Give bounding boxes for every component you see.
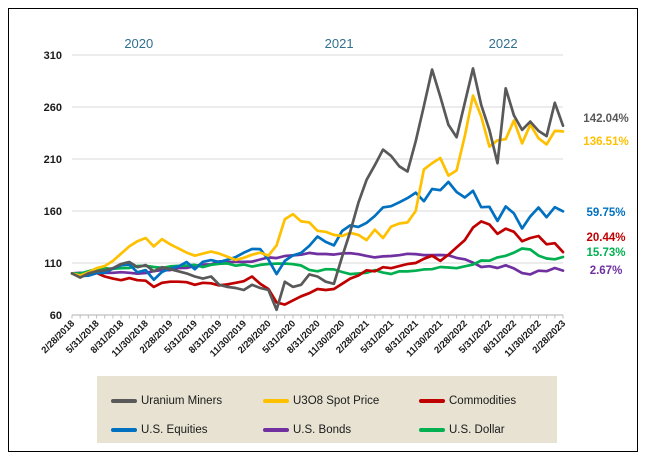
legend-item-u-s-bonds: U.S. Bonds [263,415,419,444]
legend-label: Commodities [449,394,517,407]
legend-label: U3O8 Spot Price [293,394,380,407]
legend-label: U.S. Dollar [449,423,505,436]
year-label: 2020 [124,36,153,51]
end-label-20-44: 20.44% [586,232,625,244]
y-tick-label: 260 [44,102,62,114]
end-value-labels: 142.04% 136.51% 59.75% 20.44% 15.73% 2.67% [583,113,628,277]
series-line-uranium-miners [70,67,565,312]
legend-item-commodities: Commodities [419,386,559,415]
y-axis-labels: 310 260 210 160 110 60 [44,50,62,322]
chart-legend: Uranium Miners U3O8 Spot Price Commodities… [97,376,557,443]
legend-item-uranium-miners: Uranium Miners [111,386,263,415]
legend-label: U.S. Equities [141,423,208,436]
series-line-u-s-equities [70,180,565,282]
legend-swatch-u-s-dollar [419,427,445,432]
year-labels: 2020 2021 2022 [124,36,517,51]
x-axis-labels: 2/28/20185/31/20188/31/201811/30/20182/2… [39,318,568,360]
end-label-59-75: 59.75% [586,207,625,219]
legend-swatch-u-s-bonds [263,427,289,432]
y-tick-label: 160 [44,206,62,218]
legend-item-u-s-dollar: U.S. Dollar [419,415,559,444]
y-tick-label: 60 [50,310,62,322]
y-tick-label: 310 [44,50,62,62]
end-label-2-67: 2.67% [590,265,623,277]
series-line-u-s-dollar [70,247,565,276]
legend-label: Uranium Miners [141,394,223,407]
end-label-15-73: 15.73% [586,247,625,259]
y-tick-label: 210 [44,154,62,166]
year-label: 2022 [489,36,518,51]
legend-swatch-u-s-equities [111,427,137,432]
series-line-u3o8-spot-price [70,94,565,277]
series-line-commodities [70,220,565,306]
legend-label: U.S. Bonds [293,423,352,436]
y-tick-label: 110 [44,258,62,270]
end-label-136-51: 136.51% [583,136,628,148]
year-label: 2021 [325,36,354,51]
legend-item-u-s-equities: U.S. Equities [111,415,263,444]
legend-swatch-commodities [419,398,445,403]
legend-swatch-u3o8-spot-price [263,398,289,403]
figure-border [8,8,638,452]
legend-swatch-uranium-miners [111,398,137,403]
axis-tick-marks [71,315,564,319]
end-label-142-04: 142.04% [583,113,628,125]
legend-item-u3o8-spot-price: U3O8 Spot Price [263,386,419,415]
series-lines [70,67,565,312]
